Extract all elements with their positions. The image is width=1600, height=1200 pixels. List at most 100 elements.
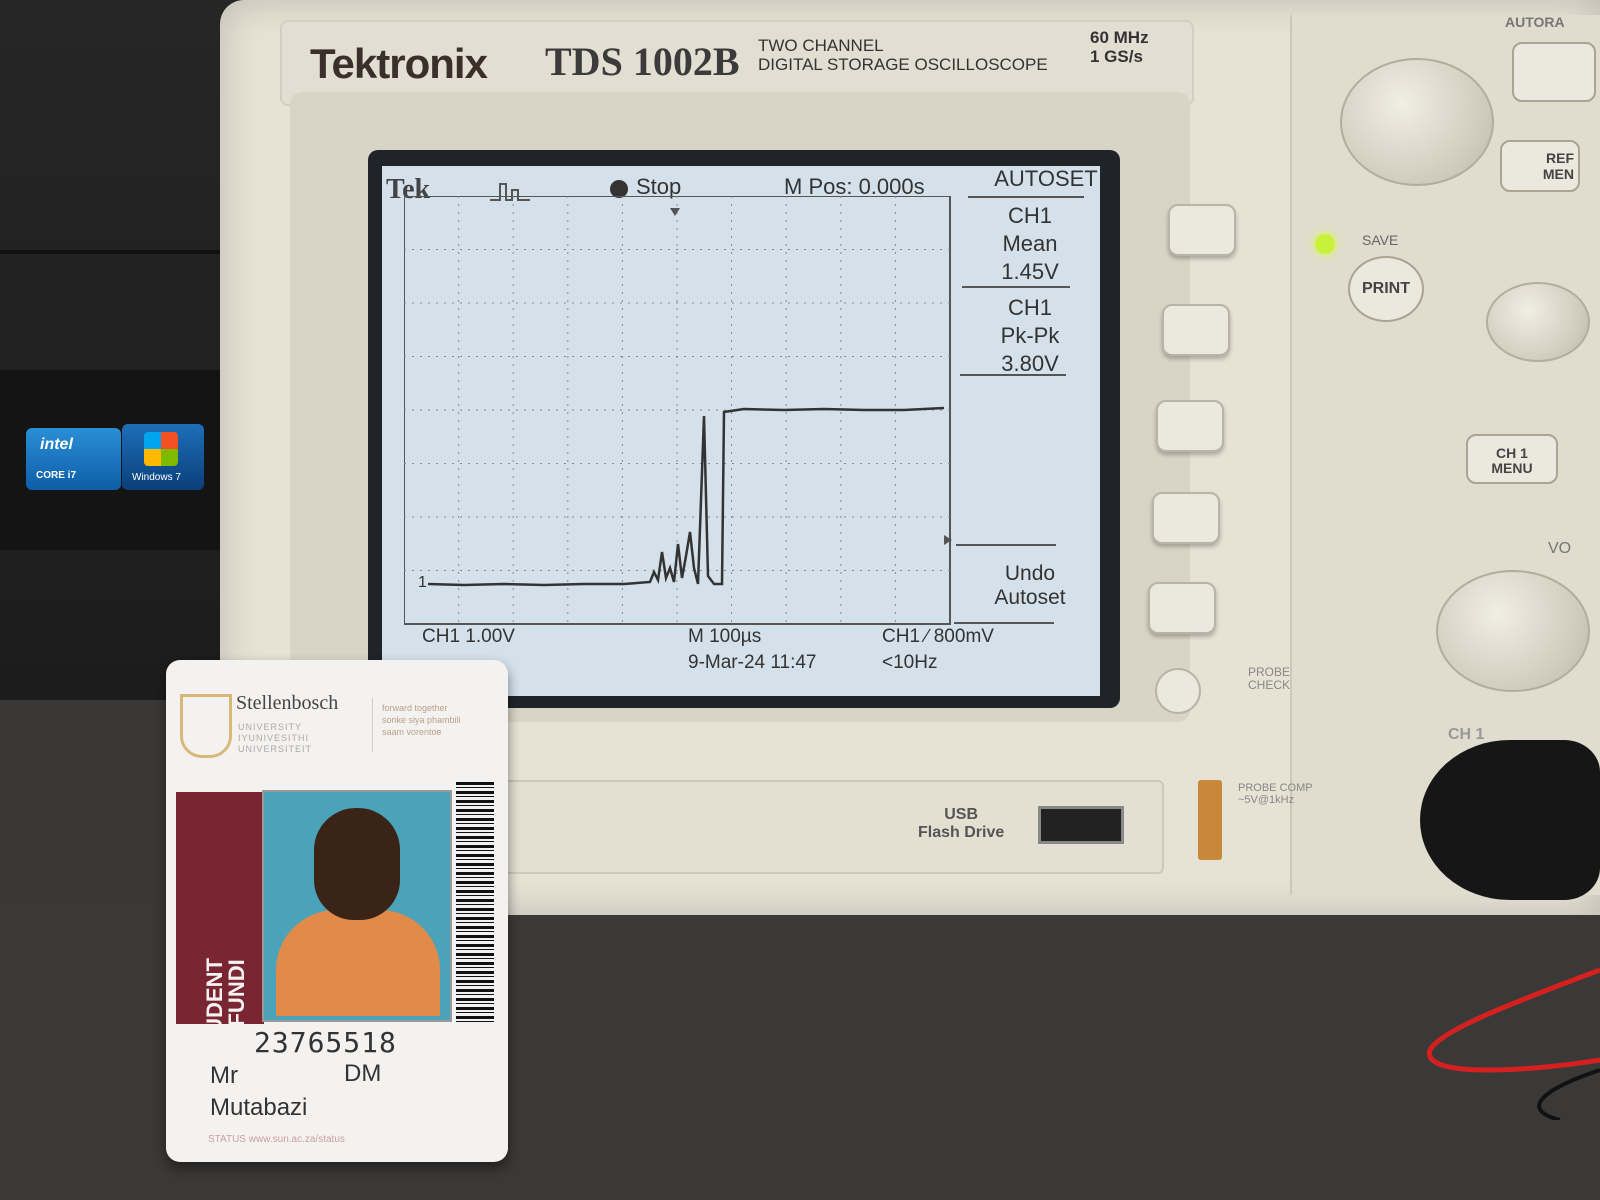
- timebase: M 100µs: [688, 626, 762, 647]
- trigger-readout: CH1 ∕ 800mV: [882, 626, 994, 647]
- motto-1: forward together: [382, 703, 448, 713]
- ch1-ground-marker: 1: [418, 574, 427, 591]
- print-button[interactable]: PRINT: [1348, 256, 1424, 322]
- probe-comp-line1: PROBE COMP: [1238, 782, 1313, 794]
- motto-2: sonke siya phambili: [382, 715, 461, 725]
- position-knob[interactable]: [1486, 282, 1590, 362]
- ref-label: REF: [1546, 150, 1574, 166]
- student-title: Mr: [210, 1062, 238, 1089]
- model-desc-line2: DIGITAL STORAGE OSCILLOSCOPE: [758, 55, 1048, 74]
- mean-label: Mean: [1002, 231, 1058, 256]
- undo-label: Undo: [1004, 562, 1056, 585]
- mean-channel: CH1: [1007, 203, 1052, 228]
- acquire-mode-icon: [490, 183, 530, 201]
- bandwidth-spec: 60 MHz: [1090, 28, 1149, 47]
- intel-badge-text: intel: [40, 436, 73, 453]
- menu-item-undo-autoset: Undo Autoset: [978, 562, 1082, 610]
- university-sub-2: IYUNIVESITHI: [238, 733, 310, 743]
- run-state: Stop: [636, 174, 682, 199]
- pkpk-value: 3.80V: [1001, 351, 1059, 376]
- model-description: TWO CHANNEL DIGITAL STORAGE OSCILLOSCOPE: [758, 36, 1048, 74]
- horizontal-position: M Pos: 0.000s: [784, 174, 925, 199]
- intel-sticker: intel CORE i7: [26, 428, 121, 490]
- pkpk-label: Pk-Pk: [1000, 323, 1060, 348]
- sample-rate-spec: 1 GS/s: [1090, 47, 1143, 66]
- usb-label-line1: USB: [944, 806, 979, 823]
- trigger-position-marker: [670, 208, 680, 216]
- probe-check-button[interactable]: [1155, 668, 1201, 714]
- trigger-level-marker: [944, 535, 952, 545]
- ch1-menu-label-1: CH 1: [1496, 445, 1528, 461]
- date-time: 9-Mar-24 11:47: [688, 652, 817, 673]
- student-surname: Mutabazi: [210, 1094, 308, 1121]
- university-name: Stellenbosch: [236, 692, 339, 714]
- ref-menu-button[interactable]: REF MEN: [1500, 140, 1580, 192]
- menu-divider: [962, 286, 1070, 288]
- pkpk-channel: CH1: [1007, 295, 1052, 320]
- windows-badge-text: Windows 7: [132, 472, 181, 483]
- autoset-label: Autoset: [994, 586, 1066, 609]
- probe-comp-terminals[interactable]: [1198, 780, 1222, 860]
- stop-icon: [610, 180, 628, 198]
- drive-slot: [0, 250, 250, 254]
- option-button-3[interactable]: [1156, 400, 1224, 452]
- tek-logo: Tek: [386, 174, 431, 205]
- status-url: STATUS www.sun.ac.za/status: [208, 1134, 345, 1145]
- red-wire: [1427, 967, 1600, 1120]
- university-sub-3: UNIVERSITEIT: [238, 744, 313, 754]
- ch1-input-label: CH 1: [1448, 726, 1485, 743]
- option-button-5[interactable]: [1148, 582, 1216, 634]
- student-initials: DM: [344, 1060, 382, 1087]
- university-motto: forward together sonke siya phambili saa…: [382, 702, 461, 738]
- menu-title: AUTOSET: [994, 166, 1098, 191]
- university-sub-1: UNIVERSITY: [238, 722, 303, 732]
- option-button-2[interactable]: [1162, 304, 1230, 356]
- autorange-button[interactable]: [1512, 42, 1596, 102]
- usb-port[interactable]: [1038, 806, 1124, 844]
- menu-divider: [960, 374, 1066, 376]
- autorange-label: AUTORA: [1505, 14, 1565, 30]
- spec-block: 60 MHz 1 GS/s: [1090, 28, 1149, 66]
- motto-3: saam vorentoe: [382, 727, 442, 737]
- intel-core-text: CORE i7: [36, 470, 77, 481]
- windows-logo-icon: [144, 432, 178, 466]
- usb-label: USB Flash Drive: [918, 806, 1004, 842]
- barcode: [456, 782, 494, 1022]
- university-logo-icon: [180, 694, 232, 758]
- photo-head: [314, 808, 400, 920]
- student-number: 23765518: [254, 1026, 397, 1059]
- student-band: STUDENT UMFUNDI: [176, 792, 264, 1062]
- mean-value: 1.45V: [1001, 259, 1059, 284]
- oscilloscope-screen: Tek Stop M Pos: 0.000s 1 AUTOSET CH1 Mea…: [382, 166, 1100, 696]
- probe-check-line1: PROBE: [1248, 665, 1291, 679]
- menu-item-mean: CH1 Mean 1.45V: [978, 202, 1082, 286]
- ch1-bnc-probe-connector[interactable]: [1420, 740, 1600, 900]
- volts-label: VO: [1548, 540, 1572, 557]
- ch1-menu-button[interactable]: CH 1 MENU: [1466, 434, 1558, 484]
- probe-check-label: PROBE CHECK: [1248, 666, 1290, 692]
- ch1-waveform: [427, 406, 945, 587]
- usb-label-line2: Flash Drive: [918, 824, 1005, 841]
- multipurpose-knob[interactable]: [1340, 58, 1494, 186]
- ref-menu-label: MEN: [1542, 166, 1574, 182]
- menu-divider: [954, 622, 1054, 624]
- menu-item-pkpk: CH1 Pk-Pk 3.80V: [978, 294, 1082, 378]
- save-label: SAVE: [1362, 232, 1399, 248]
- card-divider: [372, 698, 373, 752]
- trigger-frequency: <10Hz: [882, 652, 938, 673]
- probe-comp-line2: ~5V@1kHz: [1238, 794, 1295, 806]
- student-card: Stellenbosch UNIVERSITY IYUNIVESITHI UNI…: [166, 660, 508, 1162]
- option-button-4[interactable]: [1152, 492, 1220, 544]
- windows-sticker: Windows 7: [122, 424, 204, 490]
- save-led-icon: [1315, 234, 1335, 254]
- ch1-volts-per-div: CH1 1.00V: [422, 626, 515, 647]
- volts-div-knob[interactable]: [1436, 570, 1590, 692]
- menu-divider: [956, 544, 1056, 546]
- ch1-menu-label-2: MENU: [1491, 460, 1533, 476]
- option-button-1[interactable]: [1168, 204, 1236, 256]
- menu-divider: [968, 196, 1084, 198]
- photo-shirt: [276, 910, 440, 1016]
- waveform-graticule: [404, 196, 952, 625]
- model-name: TDS 1002B: [545, 39, 740, 84]
- probe-check-line2: CHECK: [1248, 678, 1291, 692]
